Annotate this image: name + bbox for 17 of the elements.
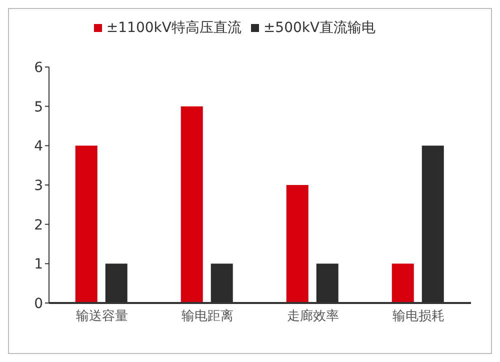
bar (286, 185, 308, 303)
y-tick-label: 4 (34, 138, 44, 155)
legend-label: ±1100kV特高压直流 (106, 20, 242, 36)
y-tick-label: 6 (34, 60, 44, 76)
bar (75, 146, 98, 303)
x-tick-label: 输送容量 (76, 308, 128, 324)
y-tick-label: 3 (34, 178, 43, 194)
legend-label: ±500kV直流输电 (263, 20, 376, 36)
y-tick-label: 5 (34, 99, 43, 116)
bar (180, 106, 203, 303)
x-tick-label: 输电损耗 (392, 309, 444, 324)
x-tick-label: 输电距离 (181, 308, 234, 324)
y-tick-label: 0 (34, 296, 43, 312)
x-tick-label: 走廊效率 (286, 308, 339, 324)
y-tick-label: 1 (34, 256, 43, 273)
y-tick-label: 2 (34, 217, 43, 234)
bar (392, 264, 414, 303)
